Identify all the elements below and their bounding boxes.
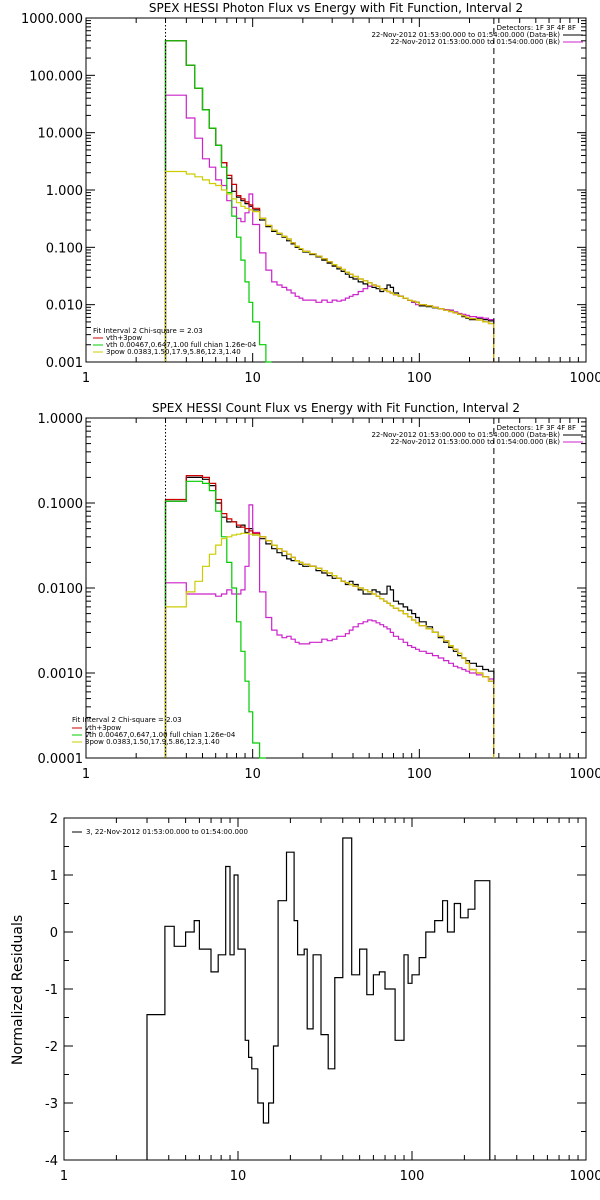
y-tick-label: -3 (45, 1097, 58, 1112)
series-data-bk (164, 40, 495, 362)
x-tick-label: 100 (400, 1169, 425, 1184)
y-tick-label: 1.000 (46, 184, 83, 199)
series-bk (164, 94, 495, 362)
y-tick-label: 0.0001 (38, 752, 84, 767)
y-tick-label: 1000.000 (21, 12, 83, 27)
residuals-y-axis-label: Normalized Residuals (10, 915, 26, 1065)
series-vth (164, 480, 266, 759)
photon-flux-legend: Detectors: 1F 3F 4F 8F 22-Nov-2012 01:53… (93, 24, 583, 356)
y-tick-label: 1 (50, 869, 58, 884)
x-tick-label: 100 (407, 371, 432, 386)
photon-flux-plot-frame (85, 17, 587, 363)
x-tick-label: 1000 (569, 767, 600, 782)
y-tick-label: 0.0100 (38, 582, 84, 597)
residuals-panel: Normalized Residuals 1 10 100 1000 -4 -3 -2 -1 0… (10, 812, 600, 1184)
y-tick-label: 0.1000 (38, 497, 84, 512)
y-tick-label: 0.001 (46, 356, 83, 371)
count-flux-title: SPEX HESSI Count Flux vs Energy with Fit… (152, 401, 520, 415)
y-tick-label: 0 (50, 926, 58, 941)
residuals-plot-frame (63, 817, 587, 1161)
y-tick-label: 1.0000 (38, 412, 84, 427)
legend-data-label: 22-Nov-2012 01:53:00.000 to 01:54:00.000… (371, 31, 560, 39)
series-vth-3pow (164, 40, 495, 362)
legend-vth-label: vth 0.00467,0.647,1.00 full chian 1.26e-… (85, 731, 236, 739)
residuals-legend: 3, 22-Nov-2012 01:53:00.000 to 01:54:00.… (72, 828, 248, 836)
x-tick-label: 1000 (569, 1169, 600, 1184)
photon-flux-range-lines (165, 18, 495, 362)
legend-3pow-label: 3pow 0.0383,1.50,17.9,5.86,12.3,1.40 (106, 348, 241, 356)
detectors-label: Detectors: 1F 3F 4F 8F (497, 424, 576, 432)
photon-flux-panel: SPEX HESSI Photon Flux vs Energy with Fi… (21, 1, 600, 386)
y-tick-label: 0.010 (46, 299, 83, 314)
count-flux-legend: Detectors: 1F 3F 4F 8F 22-Nov-2012 01:53… (72, 424, 583, 746)
series-data-bk (164, 476, 495, 758)
residuals-series (146, 837, 491, 1160)
legend-data-label: 22-Nov-2012 01:53:00.000 to 01:54:00.000… (371, 431, 560, 439)
fit-interval-label: Fit Interval 2 Chi-square = 2.03 (93, 327, 203, 335)
photon-flux-series (164, 40, 495, 363)
fit-interval-label: Fit Interval 2 Chi-square = 2.03 (72, 716, 182, 724)
series-residuals (146, 837, 491, 1160)
legend-vth-label: vth 0.00467,0.647,1.00 full chian 1.26e-… (106, 341, 257, 349)
legend-fit-label: vth+3pow (106, 334, 142, 342)
y-tick-label: -1 (45, 983, 58, 998)
photon-flux-title: SPEX HESSI Photon Flux vs Energy with Fi… (149, 1, 523, 15)
y-tick-label: 10.000 (38, 127, 84, 142)
legend-bk-label: 22-Nov-2012 01:53:00.000 to 01:54:00.000… (390, 38, 560, 46)
series-bk (164, 504, 495, 758)
series-3pow (164, 170, 495, 362)
x-tick-label: 10 (244, 371, 261, 386)
y-tick-label: -4 (45, 1154, 58, 1169)
count-flux-range-lines (165, 418, 495, 758)
legend-3pow-label: 3pow 0.0383,1.50,17.9,5.86,12.3,1.40 (85, 738, 220, 746)
series-vth (164, 40, 272, 363)
count-flux-plot-frame (85, 417, 587, 759)
y-tick-label: 0.100 (46, 241, 83, 256)
count-flux-panel: SPEX HESSI Count Flux vs Energy with Fit… (38, 401, 600, 782)
legend-fit-label: vth+3pow (85, 724, 121, 732)
residuals-ticks: 1 10 100 1000 -4 -3 -2 -1 0 1 2 (45, 812, 600, 1184)
y-tick-label: 2 (50, 812, 58, 827)
legend-bk-label: 22-Nov-2012 01:53:00.000 to 01:54:00.000… (390, 438, 560, 446)
photon-flux-ticks: 1 10 100 1000 0.001 0.010 0.100 1.000 10.000 100.… (21, 12, 600, 386)
series-3pow (164, 532, 495, 758)
y-tick-label: -2 (45, 1040, 58, 1055)
x-tick-label: 100 (407, 767, 432, 782)
y-tick-label: 0.0010 (38, 667, 84, 682)
series-vth-3pow (164, 475, 495, 758)
y-tick-label: 100.000 (29, 69, 83, 84)
x-tick-label: 1 (82, 767, 90, 782)
x-tick-label: 1000 (569, 371, 600, 386)
x-tick-label: 1 (82, 371, 90, 386)
count-flux-series (164, 475, 495, 759)
detectors-label: Detectors: 1F 3F 4F 8F (497, 24, 576, 32)
legend-residual-label: 3, 22-Nov-2012 01:53:00.000 to 01:54:00.… (86, 828, 248, 836)
x-tick-label: 1 (60, 1169, 68, 1184)
x-tick-label: 10 (230, 1169, 247, 1184)
count-flux-ticks: 1 10 100 1000 0.0001 0.0010 0.0100 0.1000 1.0000 (38, 412, 600, 782)
x-tick-label: 10 (244, 767, 261, 782)
